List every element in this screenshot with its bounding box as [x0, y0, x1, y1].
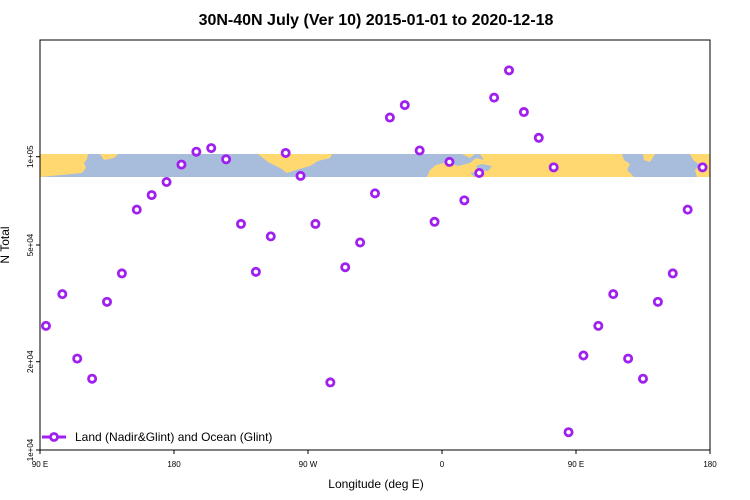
data-point: [191, 146, 202, 157]
y-tick-label: 2e+04: [26, 350, 35, 373]
x-tick-label: 180: [703, 460, 717, 469]
data-point: [295, 170, 306, 181]
y-tick-label: 1e+04: [26, 438, 35, 461]
x-tick-label: 90 E: [32, 460, 48, 469]
data-point: [161, 176, 172, 187]
map-band: [40, 154, 710, 177]
data-point: [206, 143, 217, 154]
data-points: [40, 65, 708, 438]
data-point: [548, 162, 559, 173]
data-point: [578, 350, 589, 361]
data-point: [414, 145, 425, 156]
data-point: [429, 216, 440, 227]
y-tick-label: 1e+05: [26, 145, 35, 168]
data-point: [623, 353, 634, 364]
data-point: [176, 159, 187, 170]
data-point: [325, 377, 336, 388]
legend: Land (Nadir&Glint) and Ocean (Glint): [42, 430, 272, 444]
data-point: [533, 132, 544, 143]
data-point: [608, 289, 619, 300]
data-point: [593, 320, 604, 331]
data-point: [667, 268, 678, 279]
x-tick-label: 180: [167, 460, 181, 469]
x-tick-label: 90 W: [299, 460, 318, 469]
data-point: [638, 373, 649, 384]
data-point: [682, 204, 693, 215]
data-point: [459, 195, 470, 206]
data-point: [280, 147, 291, 158]
data-point: [116, 268, 127, 279]
data-point: [87, 373, 98, 384]
data-point: [131, 204, 142, 215]
data-point: [474, 167, 485, 178]
data-point: [369, 188, 380, 199]
legend-marker: [49, 432, 59, 442]
x-tick-label: 0: [440, 460, 445, 469]
data-point: [72, 353, 83, 364]
data-point: [265, 231, 276, 242]
data-point: [652, 296, 663, 307]
data-point: [250, 266, 261, 277]
data-point: [563, 427, 574, 438]
data-point: [221, 154, 232, 165]
x-tick-label: 90 E: [568, 460, 584, 469]
data-point: [489, 92, 500, 103]
y-axis-label: N Total: [0, 226, 12, 263]
legend-label: Land (Nadir&Glint) and Ocean (Glint): [75, 430, 272, 444]
data-point: [235, 218, 246, 229]
data-point: [102, 296, 113, 307]
data-point: [146, 190, 157, 201]
data-point: [399, 100, 410, 111]
y-axis: 1e+04 2e+04 5e+04 1e+05: [26, 145, 40, 461]
data-point: [40, 320, 51, 331]
plot-frame: [39, 39, 711, 451]
data-point: [384, 112, 395, 123]
x-axis-label: Longitude (deg E): [328, 477, 423, 491]
data-point: [340, 262, 351, 273]
x-axis: 90 E 180 90 W 0 90 E 180: [32, 450, 717, 469]
data-point: [503, 65, 514, 76]
y-tick-label: 5e+04: [26, 233, 35, 256]
data-point: [444, 156, 455, 167]
data-point: [697, 162, 708, 173]
chart-title: 30N-40N July (Ver 10) 2015-01-01 to 2020…: [199, 12, 554, 29]
data-point: [355, 237, 366, 248]
data-point: [518, 107, 529, 118]
data-point: [310, 218, 321, 229]
data-point: [57, 289, 68, 300]
